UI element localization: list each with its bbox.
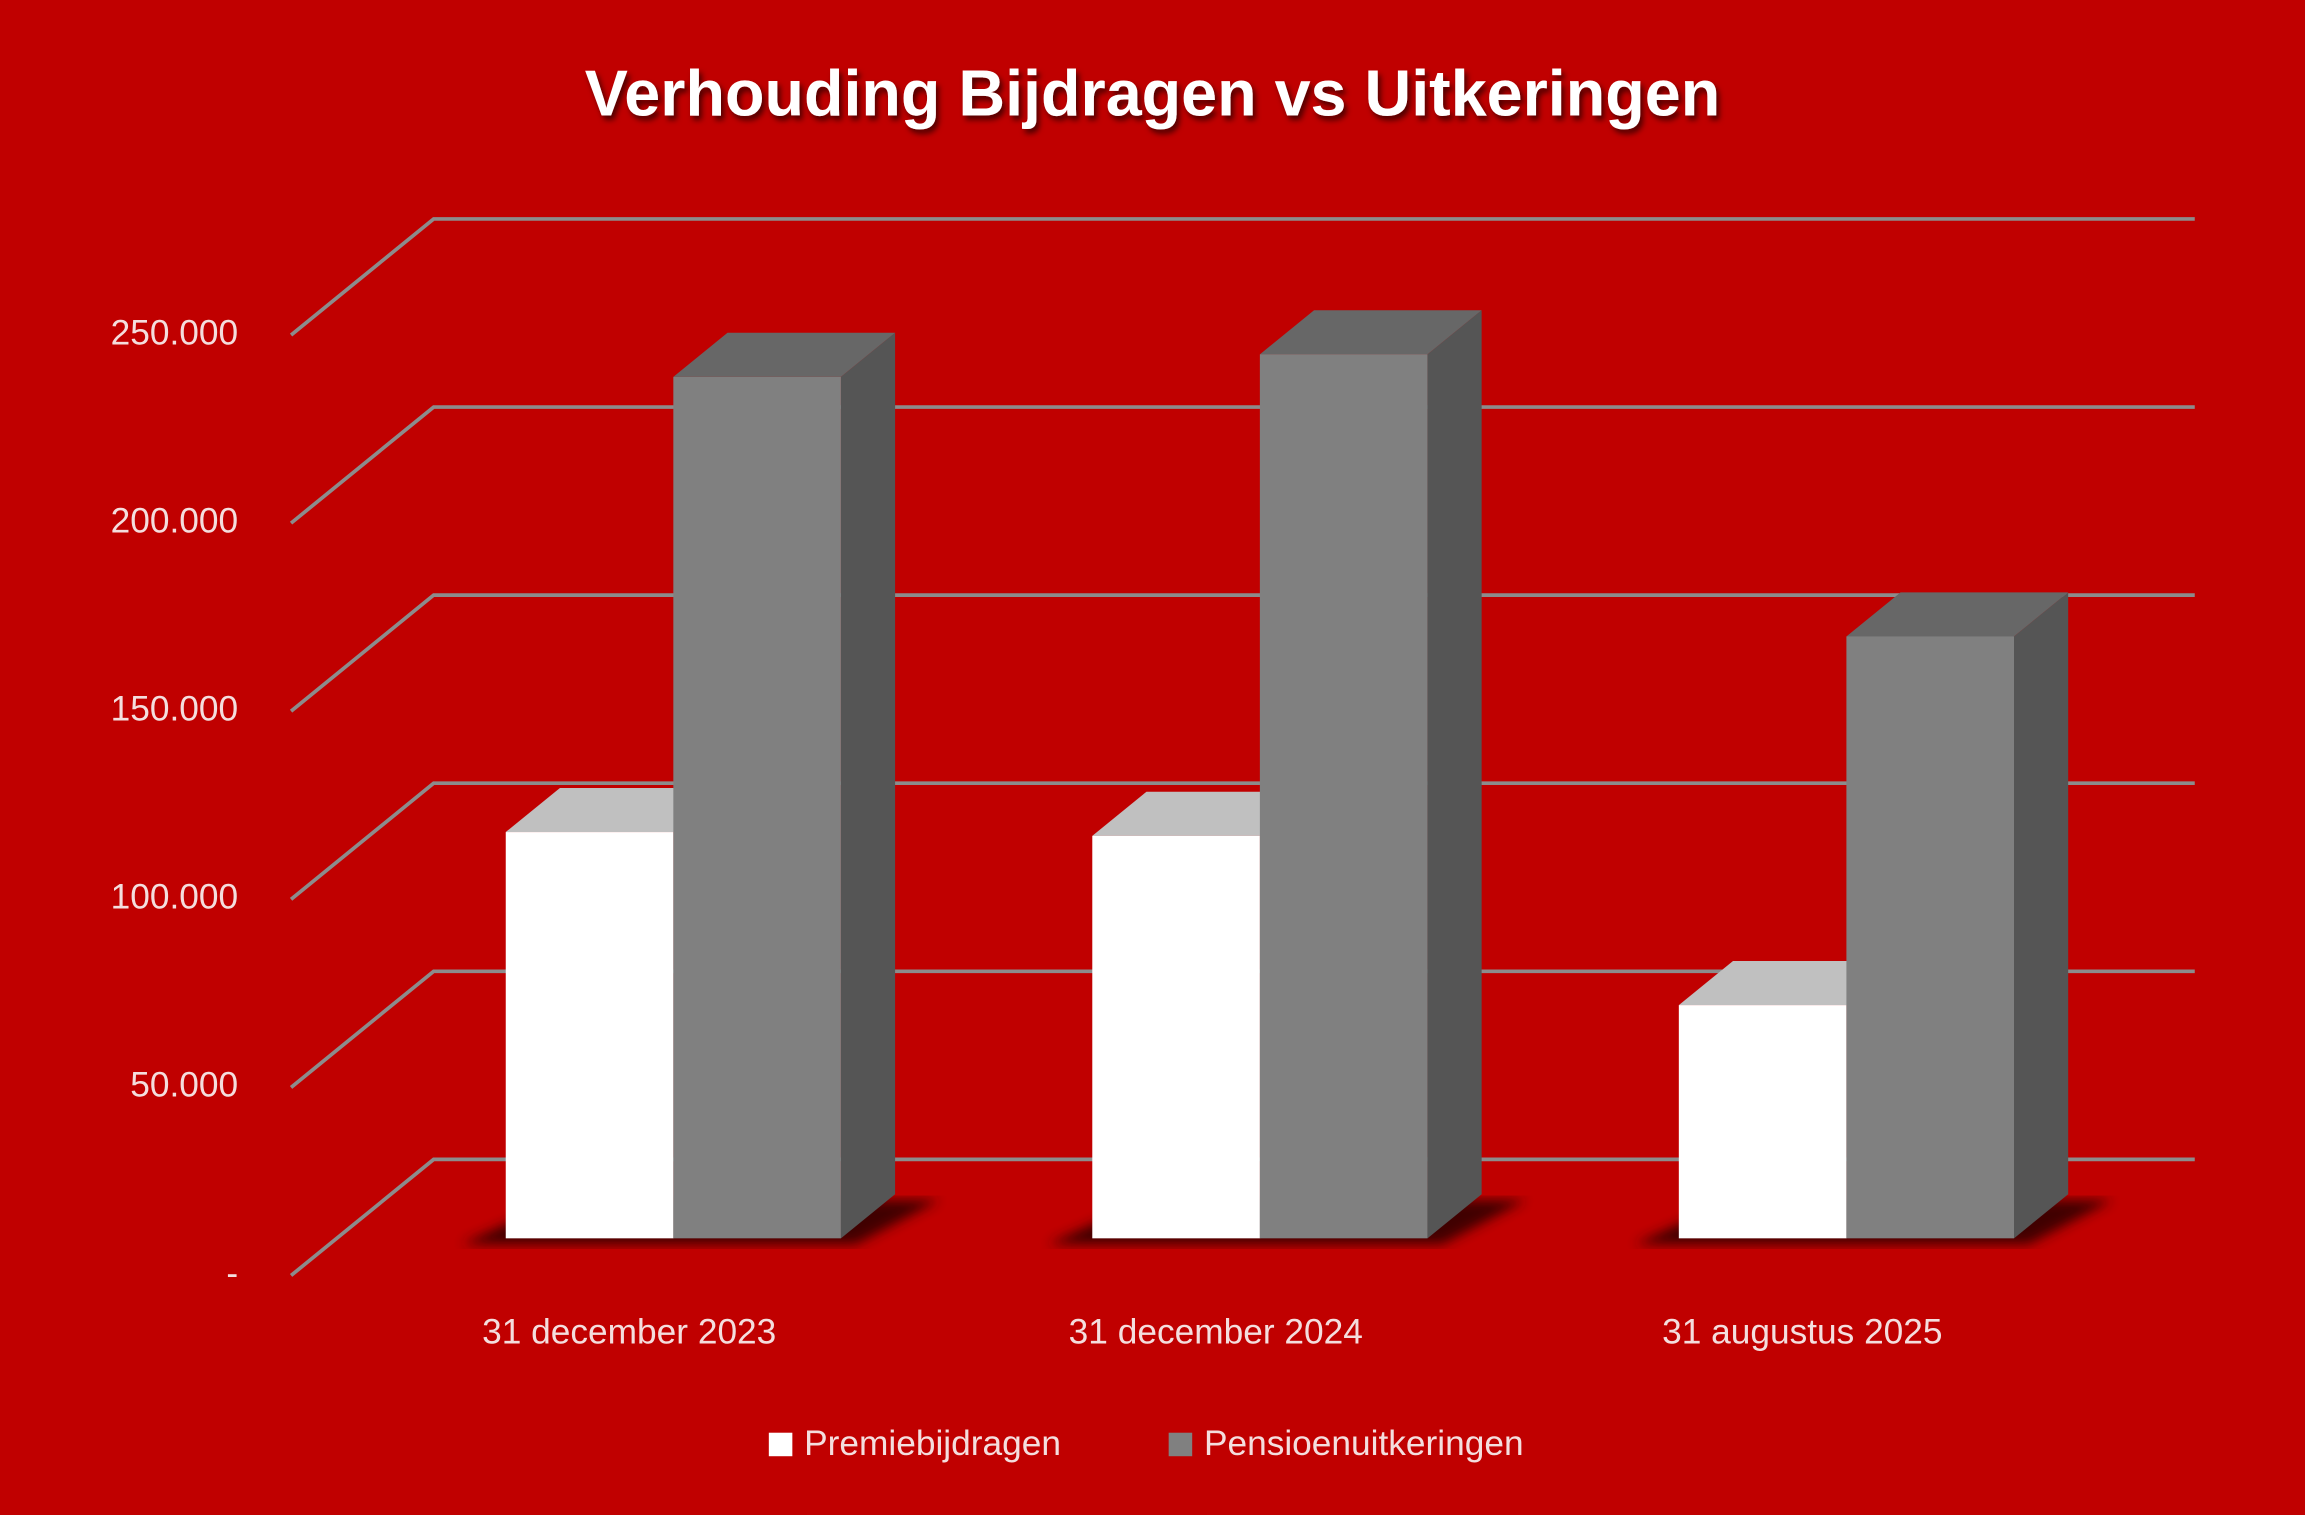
y-tick-label: - (226, 1254, 238, 1293)
bar-top (1846, 592, 2069, 637)
legend: Premiebijdragen Pensioenuitkeringen (768, 1424, 1524, 1463)
legend-swatch (768, 1432, 793, 1457)
grid-line (289, 969, 2195, 1089)
bar-side (840, 332, 896, 1239)
x-tick-label: 31 december 2024 (1069, 1313, 1363, 1352)
legend-label: Pensioenuitkeringen (1204, 1424, 1524, 1463)
y-tick-label: 250.000 (111, 313, 239, 352)
legend-swatch (1168, 1432, 1193, 1457)
bar-top (1092, 791, 1315, 836)
bar-side (2013, 592, 2069, 1239)
y-tick-label: 50.000 (130, 1066, 238, 1105)
bar-front (1259, 354, 1428, 1239)
grid-line (289, 217, 2195, 337)
bar-front (1092, 835, 1260, 1239)
grid-line (289, 781, 2195, 901)
bar-top (673, 332, 896, 377)
grid-line (289, 1157, 2195, 1277)
grid (289, 217, 2195, 1277)
grid-line (289, 593, 2195, 713)
bars (461, 310, 2113, 1245)
y-tick-label: 150.000 (111, 690, 239, 729)
bar-top (1259, 310, 1482, 355)
legend-label: Premiebijdragen (804, 1424, 1061, 1463)
x-tick-label: 31 augustus 2025 (1662, 1313, 1942, 1352)
bar (673, 332, 896, 1239)
x-tick-label: 31 december 2023 (482, 1313, 776, 1352)
bar-front (1846, 636, 2014, 1239)
bar-top (1678, 960, 1901, 1006)
grid-line (289, 405, 2195, 525)
chart-title: Verhouding Bijdragen vs Uitkeringen (585, 57, 1721, 130)
bar-top (505, 787, 728, 833)
bar (1846, 592, 2069, 1239)
y-tick-label: 100.000 (111, 878, 239, 917)
bar-front (673, 376, 841, 1239)
y-tick-label: 200.000 (111, 501, 239, 540)
bar (1259, 310, 1482, 1239)
bar-front (1678, 1005, 1847, 1239)
bar-front (505, 832, 674, 1239)
bar-side (1427, 310, 1482, 1239)
labels: - 50.000 100.000 150.000 200.000 250.000 31 de… (111, 313, 1943, 1351)
